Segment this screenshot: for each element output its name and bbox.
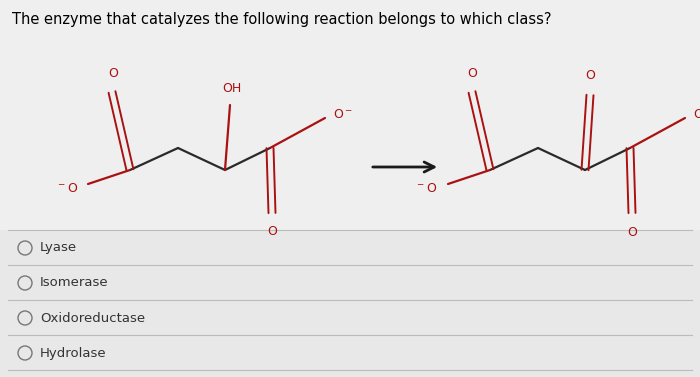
FancyBboxPatch shape — [0, 0, 700, 230]
Text: Oxidoreductase: Oxidoreductase — [40, 311, 145, 325]
Text: The enzyme that catalyzes the following reaction belongs to which class?: The enzyme that catalyzes the following … — [12, 12, 552, 27]
Text: O: O — [627, 226, 637, 239]
Text: Lyase: Lyase — [40, 242, 77, 254]
Text: O: O — [467, 67, 477, 80]
Text: O: O — [585, 69, 595, 82]
Text: O$\mathregular{^-}$: O$\mathregular{^-}$ — [693, 107, 700, 121]
Text: Hydrolase: Hydrolase — [40, 346, 106, 360]
Text: $\mathregular{^-}$O: $\mathregular{^-}$O — [56, 181, 78, 195]
Text: O$\mathregular{^-}$: O$\mathregular{^-}$ — [333, 109, 353, 121]
Text: OH: OH — [223, 82, 241, 95]
Text: $\mathregular{^-}$O: $\mathregular{^-}$O — [414, 181, 437, 195]
Text: O: O — [108, 67, 118, 80]
Text: O: O — [267, 225, 277, 238]
FancyBboxPatch shape — [0, 230, 700, 377]
Text: Isomerase: Isomerase — [40, 276, 108, 290]
